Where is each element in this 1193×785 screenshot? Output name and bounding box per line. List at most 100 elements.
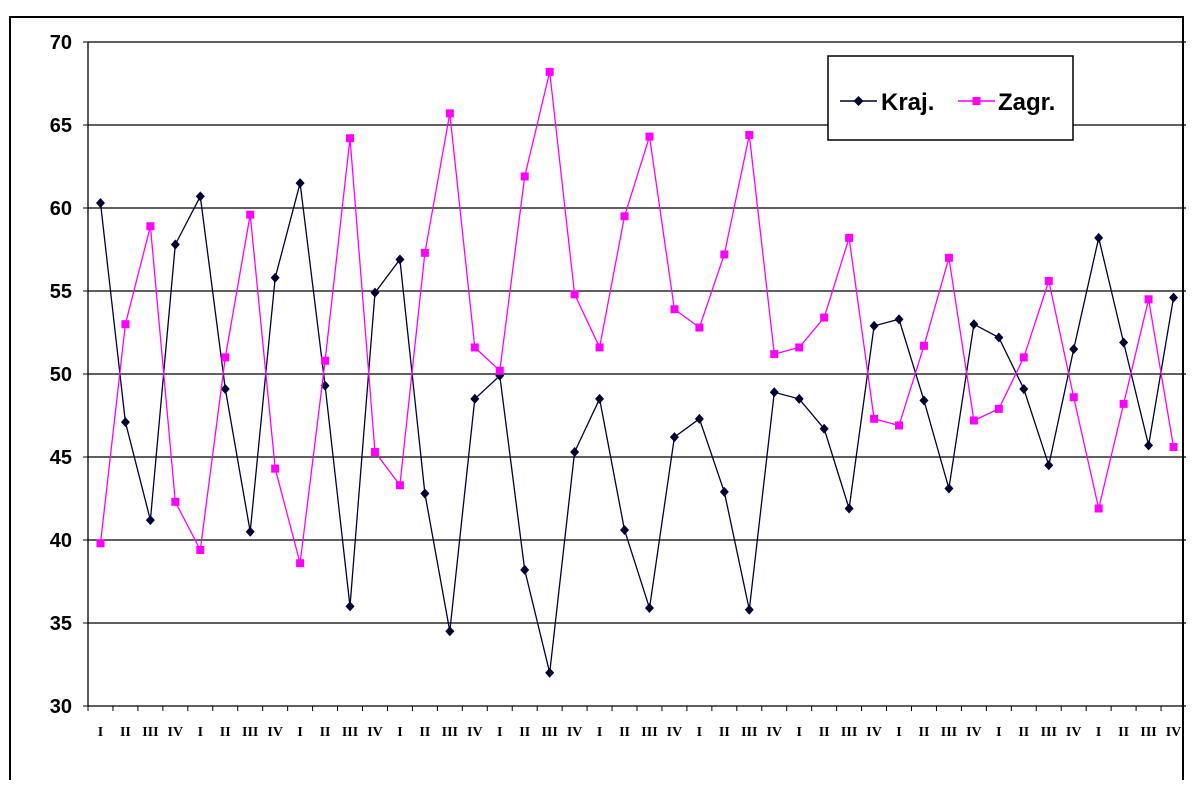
ytick-label-60: 60 [50, 198, 72, 220]
point-zagr-24 [695, 323, 704, 332]
point-zagr-0 [96, 539, 105, 548]
point-zagr-21 [620, 212, 629, 221]
xtick-label-13: II [419, 725, 430, 740]
point-zagr-29 [820, 313, 829, 322]
point-zagr-38 [1044, 277, 1053, 286]
xtick-label-30: III [841, 725, 857, 740]
point-kraj-19 [570, 447, 580, 458]
xtick-label-36: I [996, 725, 1001, 740]
point-kraj-3 [170, 239, 180, 250]
xtick-label-23: IV [667, 725, 683, 740]
ytick-label-40: 40 [50, 530, 72, 552]
point-kraj-14 [445, 626, 455, 637]
point-zagr-2 [146, 222, 155, 231]
point-zagr-32 [895, 421, 904, 430]
point-zagr-23 [670, 305, 679, 314]
ytick-label-35: 35 [50, 613, 72, 635]
xtick-label-20: I [597, 725, 602, 740]
point-zagr-40 [1094, 504, 1103, 513]
point-zagr-39 [1069, 393, 1078, 402]
xtick-label-22: III [641, 725, 657, 740]
point-zagr-36 [994, 404, 1003, 413]
xtick-label-2: III [142, 725, 158, 740]
xtick-label-17: II [519, 725, 530, 740]
xtick-label-15: IV [467, 725, 483, 740]
legend-label-zagr: Zagr. [998, 89, 1055, 116]
point-kraj-33 [919, 395, 929, 406]
point-kraj-21 [620, 525, 630, 536]
point-kraj-41 [1119, 337, 1129, 348]
point-kraj-35 [969, 319, 979, 330]
point-kraj-31 [869, 320, 879, 331]
xtick-label-35: IV [966, 725, 982, 740]
point-zagr-22 [645, 132, 654, 141]
point-kraj-0 [95, 198, 105, 209]
point-kraj-18 [545, 667, 555, 678]
xtick-label-41: II [1118, 725, 1129, 740]
xtick-label-31: IV [866, 725, 882, 740]
xtick-label-3: IV [168, 725, 184, 740]
point-zagr-11 [370, 448, 379, 457]
point-kraj-4 [195, 191, 205, 202]
point-kraj-17 [520, 564, 530, 575]
ytick-label-65: 65 [50, 115, 72, 137]
point-kraj-40 [1094, 232, 1104, 243]
point-kraj-2 [145, 515, 155, 526]
xtick-label-25: II [719, 725, 730, 740]
xtick-label-8: I [297, 725, 302, 740]
series [95, 67, 1179, 678]
point-kraj-39 [1069, 344, 1079, 355]
point-kraj-24 [694, 413, 704, 424]
xtick-label-28: I [796, 725, 801, 740]
point-zagr-20 [595, 343, 604, 352]
point-zagr-4 [196, 545, 205, 554]
point-zagr-10 [346, 134, 355, 143]
point-kraj-22 [644, 603, 654, 614]
xtick-label-18: III [541, 725, 557, 740]
point-kraj-43 [1169, 292, 1179, 303]
point-kraj-29 [819, 423, 829, 434]
grid-lines [88, 41, 1186, 624]
legend-marker-kraj [853, 96, 864, 106]
point-kraj-10 [345, 601, 355, 612]
point-zagr-14 [445, 109, 454, 118]
xtick-label-39: IV [1066, 725, 1082, 740]
xtick-label-5: II [220, 725, 231, 740]
point-zagr-25 [720, 250, 729, 259]
xtick-label-29: II [819, 725, 830, 740]
point-kraj-11 [370, 287, 380, 298]
point-zagr-15 [470, 343, 479, 352]
xtick-label-24: I [697, 725, 702, 740]
xtick-label-12: I [397, 725, 402, 740]
xtick-label-40: I [1096, 725, 1101, 740]
point-zagr-27 [770, 350, 779, 359]
xtick-label-10: III [342, 725, 358, 740]
point-zagr-18 [545, 67, 554, 76]
xtick-label-34: III [941, 725, 957, 740]
point-zagr-28 [795, 343, 804, 352]
point-kraj-12 [395, 254, 405, 265]
point-zagr-31 [870, 414, 879, 423]
point-kraj-5 [220, 383, 230, 394]
point-zagr-41 [1119, 399, 1128, 408]
ytick-label-45: 45 [50, 447, 72, 469]
legend: Kraj. Zagr. [827, 55, 1074, 141]
point-kraj-27 [769, 387, 779, 398]
point-zagr-19 [570, 290, 579, 299]
point-kraj-20 [595, 393, 605, 404]
xtick-label-37: II [1018, 725, 1029, 740]
point-zagr-35 [969, 416, 978, 425]
xtick-label-21: II [619, 725, 630, 740]
point-kraj-25 [719, 486, 729, 497]
x-axis-ticks: I II III IV I II III IV I II III IV I II III IV I II III IV… [98, 725, 1182, 740]
legend-marker-zagr [972, 97, 981, 105]
axes [83, 41, 1186, 711]
series-line-kraj [99, 182, 1175, 673]
chart-frame [9, 16, 1184, 780]
point-kraj-30 [844, 503, 854, 514]
xtick-label-7: IV [267, 725, 283, 740]
point-zagr-7 [271, 464, 280, 473]
xtick-label-27: IV [766, 725, 782, 740]
xtick-label-4: I [198, 725, 203, 740]
